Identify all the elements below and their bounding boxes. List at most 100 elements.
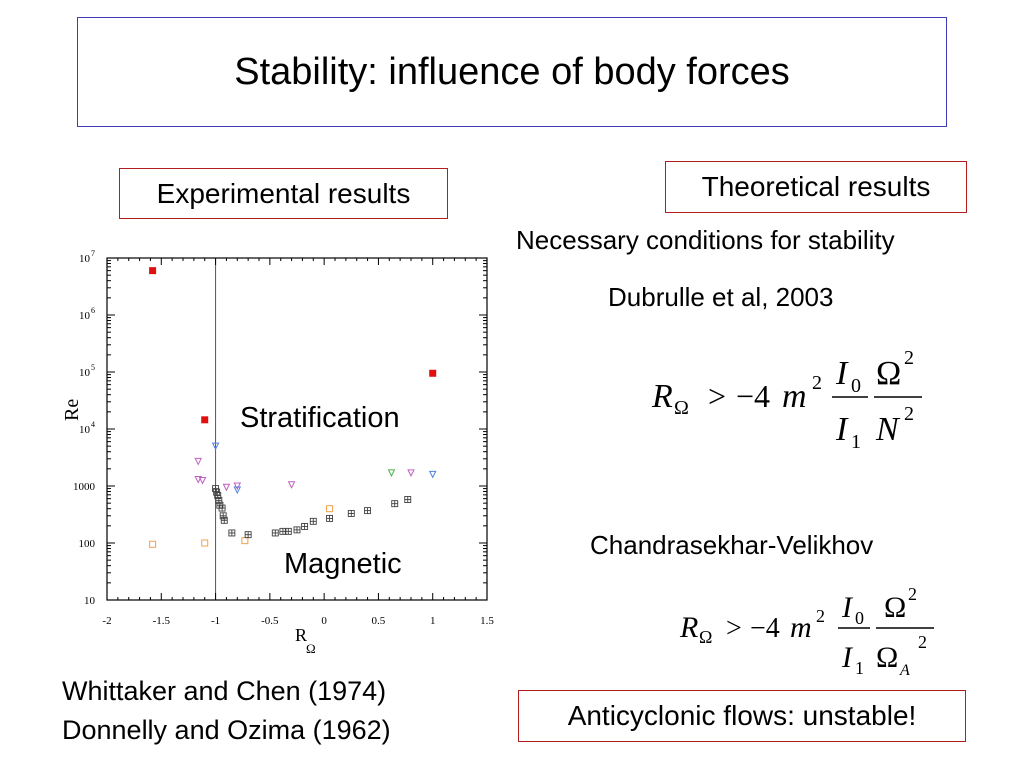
x-tick-label: 0.5 <box>372 615 386 627</box>
dubrulle-citation: Dubrulle et al, 2003 <box>608 282 834 312</box>
f1-den2-exp: 2 <box>904 403 914 425</box>
data-point-boxed-plus <box>301 523 309 530</box>
anticyclonic-box: Anticyclonic flows: unstable! <box>518 690 966 742</box>
theoretical-results-text: Theoretical results <box>701 171 931 202</box>
data-point-triangle <box>233 486 242 495</box>
f2-den1: I <box>841 641 854 674</box>
data-point-triangle <box>387 469 396 477</box>
f2-num1-sub: 0 <box>855 608 864 628</box>
y-tick-label: 10 <box>79 310 91 322</box>
data-point-triangle <box>211 442 220 451</box>
y-tick-label: 10 <box>84 595 96 607</box>
x-tick-label: -0.5 <box>261 615 279 627</box>
x-tick-label: 0 <box>321 615 327 627</box>
f1-lhs: R <box>651 378 673 415</box>
f2-m: m <box>790 611 812 644</box>
data-point-boxed-plus <box>404 496 412 503</box>
data-point-boxed-plus <box>228 529 236 537</box>
x-tick-label: 1.5 <box>480 615 494 627</box>
f1-den2: N <box>875 411 901 448</box>
data-point-open-square <box>149 540 157 548</box>
data-point-open-square <box>241 537 249 545</box>
title-box: Stability: influence of body forces <box>77 17 947 127</box>
experimental-results-label: Experimental results <box>119 168 448 219</box>
f2-den1-sub: 1 <box>855 658 864 678</box>
data-point-boxed-plus <box>220 516 228 524</box>
f2-num1: I <box>841 591 854 624</box>
f2-m-exp: 2 <box>816 606 825 626</box>
f1-num2-exp: 2 <box>904 347 914 369</box>
x-axis-label: R <box>295 625 307 645</box>
data-point-boxed-plus <box>271 529 279 537</box>
f2-lhs-sub: Ω <box>699 627 712 647</box>
f1-num2: Ω <box>876 355 901 392</box>
y-tick-label: 10 <box>79 253 91 265</box>
data-point-filled-square <box>149 267 157 275</box>
data-point-boxed-plus <box>218 504 226 512</box>
data-point-open-square <box>326 505 334 513</box>
data-point-boxed-plus <box>284 527 292 535</box>
stratification-annotation: Stratification <box>240 402 400 434</box>
x-axis-label-sub: Ω <box>306 641 316 656</box>
data-point-triangle <box>407 469 415 477</box>
y-tick-label: 1000 <box>73 481 96 493</box>
reference-2: Donnelly and Ozima (1962) <box>62 715 391 745</box>
f1-den1: I <box>835 411 849 448</box>
data-point-boxed-plus <box>326 514 334 522</box>
f2-num2: Ω <box>884 591 906 624</box>
references: Whittaker and Chen (1974) Donnelly and O… <box>62 672 391 750</box>
theoretical-results-label: Theoretical results <box>665 161 967 213</box>
data-point-triangle <box>428 470 437 479</box>
f1-coef: −4 <box>736 378 770 414</box>
anticyclonic-text: Anticyclonic flows: unstable! <box>567 700 917 731</box>
y-tick-exponent: 5 <box>91 363 95 372</box>
data-point-boxed-plus <box>309 517 317 525</box>
f2-num2-exp: 2 <box>908 584 917 604</box>
x-tick-label: 1 <box>430 615 436 627</box>
f1-m: m <box>782 378 807 415</box>
f1-num1: I <box>835 355 849 392</box>
data-point-triangle <box>233 482 242 491</box>
data-point-boxed-plus <box>244 531 252 539</box>
f2-lhs: R <box>679 611 698 644</box>
y-tick-label: 10 <box>79 424 91 436</box>
f1-m-exp: 2 <box>812 372 822 394</box>
data-point-triangle <box>198 476 207 485</box>
data-point-triangle <box>287 481 296 489</box>
data-point-boxed-plus <box>364 507 372 515</box>
formula-chandrasekhar: R Ω > −4 m 2 I 0 I 1 Ω 2 Ω A 2 <box>679 584 934 679</box>
data-point-triangle <box>222 483 231 492</box>
f2-den2-exp: 2 <box>918 632 927 652</box>
data-point-open-square <box>201 539 209 547</box>
y-tick-exponent: 4 <box>91 420 95 429</box>
x-tick-label: -1.5 <box>153 615 171 627</box>
experimental-results-text: Experimental results <box>156 177 411 209</box>
data-point-filled-square <box>429 369 437 377</box>
f2-rel: > <box>726 613 742 644</box>
f1-rel: > <box>708 378 726 414</box>
data-point-triangle <box>194 457 203 466</box>
data-point-boxed-plus <box>347 509 355 517</box>
data-point-boxed-plus <box>212 485 220 493</box>
necessary-conditions-text: Necessary conditions for stability <box>516 225 895 255</box>
y-tick-exponent: 7 <box>91 249 95 258</box>
data-point-filled-square <box>201 416 209 424</box>
f2-den2: Ω <box>876 641 898 674</box>
f2-den2-sub: A <box>899 662 910 679</box>
data-point-boxed-plus <box>391 500 399 508</box>
data-point-boxed-plus <box>293 526 301 534</box>
data-point-triangle <box>194 476 203 484</box>
formula-dubrulle: R Ω > −4 m 2 I 0 I 1 Ω 2 N 2 <box>651 347 922 453</box>
f1-lhs-sub: Ω <box>674 397 689 419</box>
x-tick-label: -1 <box>211 615 220 627</box>
magnetic-annotation: Magnetic <box>284 548 402 580</box>
y-axis-label: Re <box>61 399 83 421</box>
data-point-boxed-plus <box>219 512 227 520</box>
x-tick-label: -2 <box>102 615 111 627</box>
y-tick-label: 10 <box>79 367 91 379</box>
slide-title: Stability: influence of body forces <box>234 50 790 93</box>
chandrasekhar-text: Chandrasekhar-Velikhov <box>590 530 874 560</box>
reference-1: Whittaker and Chen (1974) <box>62 676 387 706</box>
f1-num1-sub: 0 <box>851 375 861 397</box>
